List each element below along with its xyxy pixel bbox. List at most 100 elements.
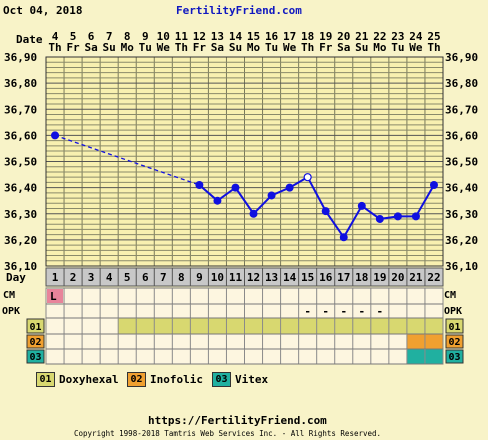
- weekday-label: Tu: [139, 41, 152, 54]
- date-number: 14: [229, 30, 243, 43]
- y-tick-label-right: 36,10: [445, 260, 478, 273]
- weekday-label: Th: [175, 41, 188, 54]
- weekday-label: Fr: [66, 41, 80, 54]
- day-number: 10: [211, 271, 224, 284]
- weekday-label: Mo: [247, 41, 261, 54]
- med-row-code-box-left: [26, 334, 45, 349]
- weekday-label: Sa: [211, 41, 224, 54]
- y-tick-label-right: 36,50: [445, 156, 478, 169]
- y-tick-label: 36,80: [4, 77, 37, 90]
- day-number: 19: [373, 271, 386, 284]
- med-row-code-right: 02: [448, 337, 460, 348]
- day-number: 13: [265, 271, 278, 284]
- opk-mark: -: [304, 305, 311, 318]
- opk-row-label-right: OPK: [444, 306, 463, 317]
- temp-point: [321, 207, 330, 216]
- site-link[interactable]: FertilityFriend.com: [176, 4, 302, 17]
- date-number: 22: [373, 30, 386, 43]
- date-number: 8: [124, 30, 131, 43]
- med-row-code-box-left: [26, 349, 45, 364]
- date-number: 7: [106, 30, 113, 43]
- day-number: 21: [409, 271, 423, 284]
- y-tick-label-right: 36,40: [445, 182, 478, 195]
- date-number: 24: [409, 30, 423, 43]
- date-number: 4: [52, 30, 59, 43]
- temp-line-segment: [234, 187, 255, 215]
- weekday-label: We: [157, 41, 171, 54]
- weekday-label: Th: [301, 41, 314, 54]
- med-row-code-right: 03: [448, 352, 460, 363]
- legend-swatch-02: 02: [127, 372, 146, 387]
- day-number: 14: [283, 271, 297, 284]
- date-row-label: Date: [16, 33, 43, 46]
- weekday-label: Tu: [391, 41, 404, 54]
- day-number: 5: [124, 271, 131, 284]
- day-number: 17: [337, 271, 350, 284]
- date-number: 11: [175, 30, 189, 43]
- day-number: 18: [355, 271, 368, 284]
- footer-url[interactable]: https://FertilityFriend.com: [148, 414, 327, 427]
- y-tick-label: 36,70: [4, 103, 37, 116]
- day-number: 12: [247, 271, 260, 284]
- legend-label-02: Inofolic: [150, 373, 203, 386]
- date-number: 23: [391, 30, 404, 43]
- legend-label-01: Doxyhexal: [59, 373, 119, 386]
- opk-mark: -: [358, 305, 365, 318]
- med-row-code-box-left: [26, 318, 45, 334]
- legend-label-03: Vitex: [235, 373, 269, 386]
- y-tick-label: 36,90: [4, 51, 37, 64]
- cm-mark-cell: [47, 289, 64, 303]
- date-number: 5: [70, 30, 77, 43]
- y-tick-label-right: 36,80: [445, 77, 478, 90]
- legend-swatch-01: 01: [36, 372, 55, 387]
- temp-line-segment: [54, 134, 200, 186]
- day-number: 4: [106, 271, 113, 284]
- day-number: 8: [178, 271, 185, 284]
- med-row-code-left: 02: [29, 337, 41, 348]
- temp-point: [429, 181, 438, 190]
- day-number: 9: [196, 271, 203, 284]
- weekday-label: We: [283, 41, 297, 54]
- weekday-label: Su: [355, 41, 368, 54]
- date-number: 19: [319, 30, 332, 43]
- day-number: 11: [229, 271, 243, 284]
- med-row-code-left: 03: [29, 352, 41, 363]
- y-tick-label: 36,30: [4, 208, 37, 221]
- date-number: 25: [427, 30, 440, 43]
- temp-point: [285, 183, 294, 192]
- weekday-label: Fr: [319, 41, 333, 54]
- opk-row-label: OPK: [2, 306, 21, 317]
- date-number: 10: [157, 30, 170, 43]
- weekday-label: Su: [103, 41, 116, 54]
- y-tick-label-right: 36,90: [445, 51, 478, 64]
- opk-mark: -: [377, 305, 384, 318]
- plot-border: [45, 56, 444, 267]
- temp-line-segment: [415, 184, 435, 217]
- temp-line-segment: [324, 210, 345, 238]
- temp-point: [195, 181, 204, 190]
- temp-point: [411, 212, 420, 221]
- date-number: 15: [247, 30, 260, 43]
- weekday-label: Mo: [121, 41, 135, 54]
- weekday-label: Sa: [337, 41, 350, 54]
- date-number: 17: [283, 30, 296, 43]
- day-number: 7: [160, 271, 167, 284]
- med-row-code-box-right: [445, 318, 464, 334]
- day-number: 15: [301, 271, 314, 284]
- med-row-code-left: 01: [29, 322, 41, 333]
- temp-point-open: [303, 173, 312, 182]
- day-number: 22: [427, 271, 440, 284]
- weekday-label: Mo: [373, 41, 387, 54]
- med-row-code-box-right: [445, 349, 464, 364]
- day-number: 16: [319, 271, 333, 284]
- temp-point: [51, 131, 60, 140]
- day-number: 1: [52, 271, 59, 284]
- day-number: 20: [391, 271, 404, 284]
- date-number: 16: [265, 30, 279, 43]
- weekday-label: Su: [229, 41, 242, 54]
- temp-point: [339, 233, 348, 242]
- weekday-label: We: [409, 41, 423, 54]
- day-number: 6: [142, 271, 149, 284]
